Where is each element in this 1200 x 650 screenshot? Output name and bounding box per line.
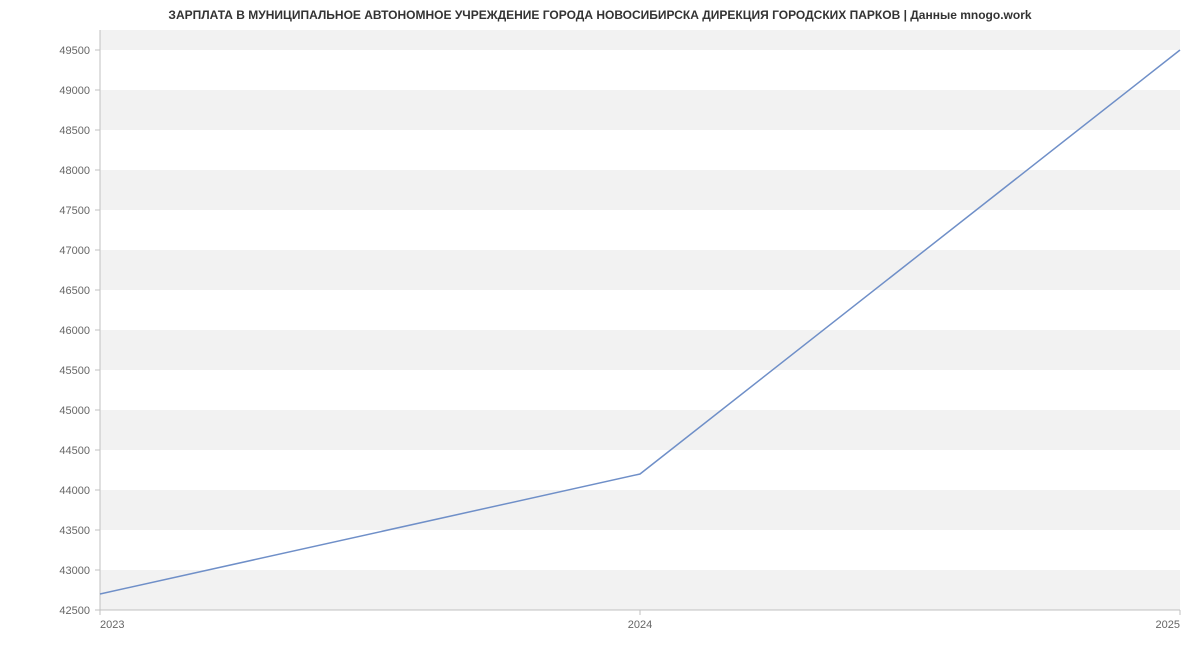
y-tick-label: 47500 [59, 205, 90, 217]
y-tick-label: 43500 [59, 525, 90, 537]
y-tick-label: 45000 [59, 405, 90, 417]
y-tick-label: 48500 [59, 125, 90, 137]
y-tick-label: 49000 [59, 85, 90, 97]
y-tick-label: 44500 [59, 445, 90, 457]
y-tick-label: 48000 [59, 165, 90, 177]
x-tick-label: 2024 [628, 619, 652, 631]
salary-line-chart: 42500 43000 43500 44000 44500 45000 45500 46000… [0, 0, 1200, 650]
y-tick-label: 42500 [59, 605, 90, 617]
y-tick-label: 49500 [59, 45, 90, 57]
x-tick-label: 2023 [100, 619, 124, 631]
y-tick-label: 44000 [59, 485, 90, 497]
x-tick-label: 2025 [1156, 619, 1180, 631]
y-tick-label: 46500 [59, 285, 90, 297]
y-tick-label: 47000 [59, 245, 90, 257]
y-tick-label: 46000 [59, 325, 90, 337]
y-tick-label: 43000 [59, 565, 90, 577]
y-tick-label: 45500 [59, 365, 90, 377]
